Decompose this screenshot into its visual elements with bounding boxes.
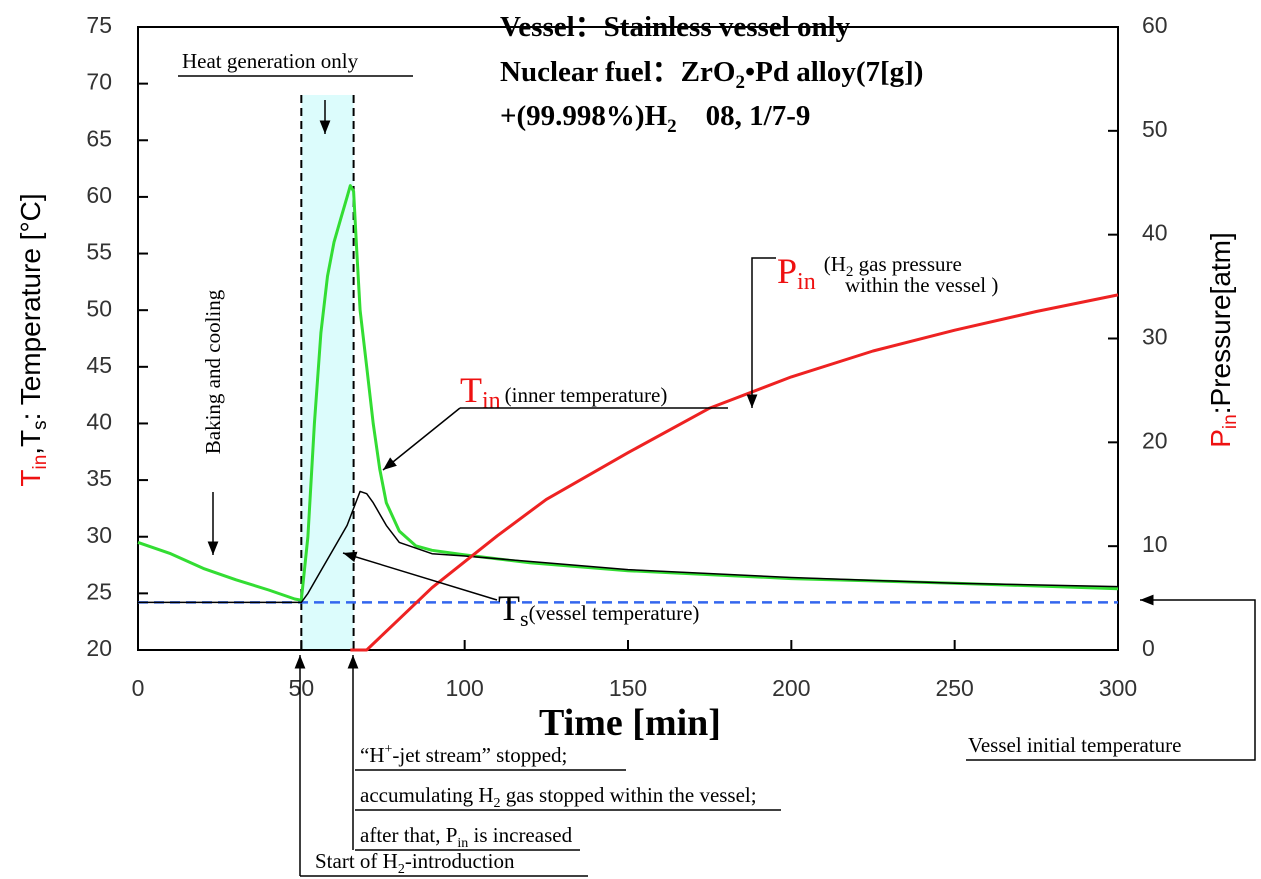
y-tick-label: 40 xyxy=(86,409,112,435)
y2-tick-label: 40 xyxy=(1142,220,1168,246)
y-tick-label: 20 xyxy=(86,635,112,661)
annotation: Ts(vessel temperature) xyxy=(498,588,699,631)
plot-area: 0 50 100 150 200 250 3002025303540455055606570… xyxy=(86,12,1167,701)
annotation: “H+-jet stream” stopped; xyxy=(360,742,567,767)
annotation: Tin (inner temperature) xyxy=(460,370,667,414)
y-tick-label: 45 xyxy=(86,352,112,378)
x-tick-label: 150 xyxy=(609,675,647,701)
highlight-band xyxy=(301,94,354,651)
y2-tick-label: 60 xyxy=(1142,12,1168,38)
title-line: Nuclear fuel：ZrO2•Pd alloy(7[g]) xyxy=(500,56,923,93)
annotations: Heat generation only Baking and cooling … xyxy=(178,49,1256,877)
title-line: +(99.998%)H2 08, 1/7-9 xyxy=(500,100,810,137)
y2-tick-label: 10 xyxy=(1142,531,1168,557)
y-tick-label: 30 xyxy=(86,522,112,548)
series-line xyxy=(350,293,1119,652)
annotation: Baking and cooling xyxy=(201,289,225,454)
annotation: Vessel initial temperature xyxy=(968,733,1181,757)
x-tick-label: 250 xyxy=(935,675,973,701)
annotation: accumulating H2 gas stopped within the v… xyxy=(360,783,757,811)
arrow xyxy=(966,594,1256,761)
y2-axis-title: Pin:Pressure[atm] xyxy=(1205,232,1241,448)
annotation: Heat generation only xyxy=(182,49,359,73)
annotation: Start of H2-introduction xyxy=(315,849,515,877)
annotation: Pin(H2 gas pressure xyxy=(777,251,962,295)
y-axis-title: Tin,Ts: Temperature [°C] xyxy=(15,193,51,486)
y-tick-label: 60 xyxy=(86,182,112,208)
arrow xyxy=(342,551,498,601)
annotation: after that, Pin is increased xyxy=(360,823,573,851)
title-line: Vessel：Stainless vessel only xyxy=(500,11,851,43)
y-tick-label: 50 xyxy=(86,295,112,321)
y-tick-label: 75 xyxy=(86,12,112,38)
y-tick-label: 25 xyxy=(86,578,112,604)
y2-tick-label: 0 xyxy=(1142,635,1155,661)
y-tick-label: 35 xyxy=(86,465,112,491)
annotation: within the vessel ) xyxy=(845,273,998,297)
y-tick-label: 55 xyxy=(86,239,112,265)
x-tick-label: 100 xyxy=(445,675,483,701)
x-tick-label: 300 xyxy=(1099,675,1137,701)
x-tick-label: 0 xyxy=(132,675,145,701)
series-line xyxy=(138,490,1119,604)
y-tick-label: 70 xyxy=(86,69,112,95)
arrow xyxy=(382,407,461,471)
y2-tick-label: 20 xyxy=(1142,427,1168,453)
x-tick-label: 200 xyxy=(772,675,810,701)
arrow xyxy=(746,257,776,408)
y2-tick-label: 50 xyxy=(1142,116,1168,142)
x-axis-title: Time [min] xyxy=(539,702,721,744)
y2-tick-label: 30 xyxy=(1142,324,1168,350)
y-tick-label: 65 xyxy=(86,125,112,151)
x-tick-label: 50 xyxy=(289,675,315,701)
series-line xyxy=(137,184,1119,602)
